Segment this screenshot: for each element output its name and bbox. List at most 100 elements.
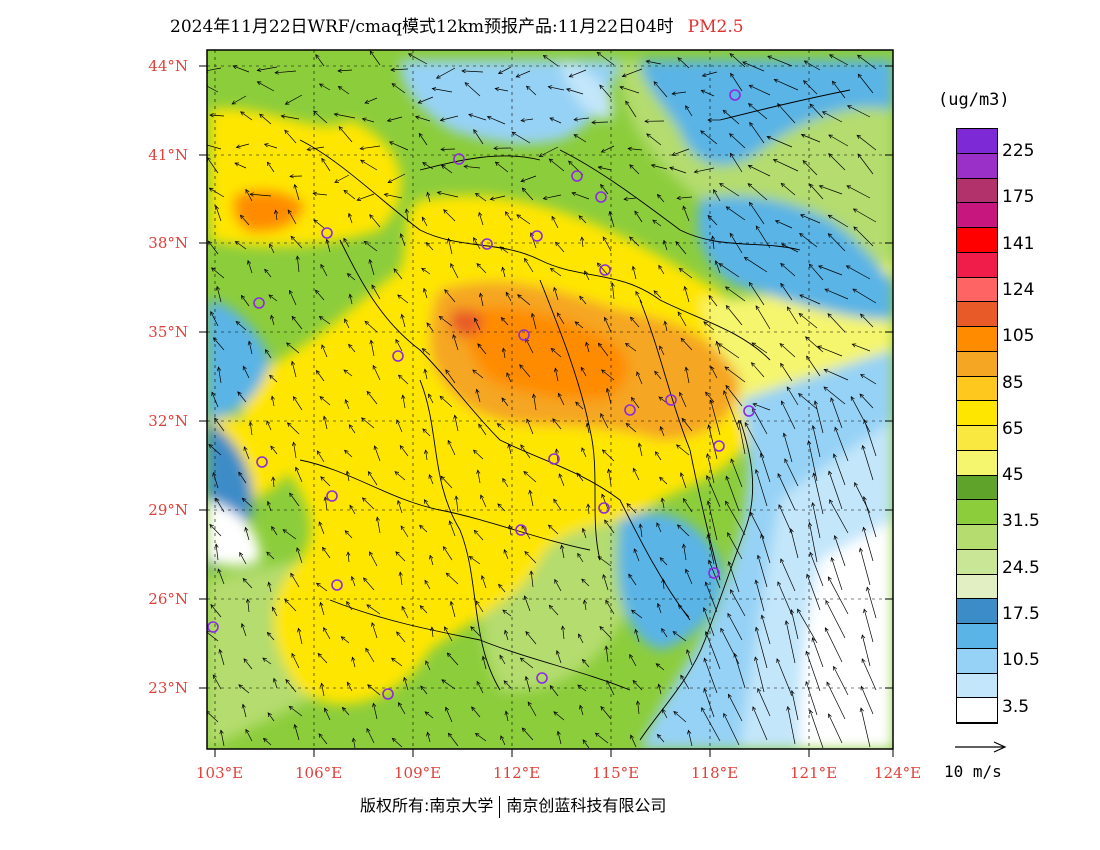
wind-vector — [313, 110, 328, 124]
wind-vector-head — [637, 442, 642, 448]
wind-vector-head — [505, 291, 510, 297]
wind-vector — [707, 215, 718, 226]
wind-vector — [798, 313, 818, 329]
wind-vector-head — [703, 657, 708, 663]
wind-vector-head — [671, 91, 677, 96]
station-marker — [598, 502, 610, 514]
wind-vector-head — [723, 712, 728, 718]
wind-vector-head — [560, 625, 566, 630]
wind-vector — [791, 690, 799, 721]
wind-vector — [671, 148, 690, 156]
wind-vector-head — [292, 395, 297, 401]
wind-vector — [273, 678, 278, 689]
wind-vector — [499, 655, 506, 665]
wind-vector-head — [599, 84, 604, 90]
wind-vector-head — [523, 470, 528, 476]
wind-vector — [319, 396, 331, 406]
wind-vector-head — [519, 657, 525, 662]
wind-vector-head — [280, 114, 286, 119]
wind-vector — [638, 443, 643, 457]
wind-vector — [832, 80, 846, 99]
wind-vector — [539, 146, 559, 157]
wind-vector-head — [597, 165, 603, 170]
wind-vector — [450, 263, 459, 279]
wind-vector-head — [656, 522, 661, 527]
station-marker — [624, 404, 636, 416]
wind-vector — [777, 103, 796, 124]
wind-vector-head — [493, 146, 498, 151]
wind-vector-head — [473, 237, 478, 242]
wind-vector — [400, 525, 409, 538]
wind-vector — [573, 134, 587, 143]
wind-vector — [860, 686, 874, 715]
wind-vector-head — [212, 471, 217, 477]
wind-vector — [418, 96, 434, 104]
wind-vector — [242, 578, 253, 589]
wind-vector — [846, 265, 871, 280]
wind-vector-head — [472, 369, 477, 374]
wind-vector-head — [632, 679, 638, 685]
wind-vector — [522, 727, 534, 741]
wind-vector — [658, 684, 662, 695]
wind-vector — [862, 445, 874, 481]
wind-vector-head — [760, 614, 765, 620]
wind-vector-head — [337, 68, 342, 73]
wind-vector-head — [426, 322, 431, 328]
wind-vector — [524, 595, 531, 612]
wind-vector-head — [606, 679, 611, 685]
wind-vector-head — [580, 366, 585, 372]
wind-vector-head — [700, 130, 705, 135]
colorbar-segment — [957, 698, 997, 723]
wind-vector — [605, 600, 615, 615]
wind-vector — [473, 129, 484, 145]
wind-vector — [548, 524, 559, 535]
wind-vector-head — [729, 232, 734, 238]
wind-vector-head — [766, 135, 772, 140]
wind-vector-head — [706, 500, 711, 505]
wind-vector-head — [317, 652, 323, 658]
wind-vector — [657, 194, 665, 203]
wind-vector-head — [676, 444, 681, 449]
wind-vector — [393, 268, 403, 280]
wind-vector-head — [863, 419, 868, 424]
wind-vector — [550, 268, 562, 277]
wind-vector — [497, 423, 506, 431]
wind-vector — [863, 419, 877, 457]
wind-vector — [781, 400, 796, 430]
wind-vector — [660, 426, 665, 437]
wind-vector-head — [659, 425, 664, 431]
wind-vector-head — [507, 524, 513, 530]
wind-vector-head — [631, 265, 636, 271]
wind-vector-head — [550, 348, 556, 353]
wind-vector — [685, 569, 693, 585]
wind-vector-head — [322, 546, 327, 552]
wind-vector-head — [827, 313, 832, 318]
wind-vector-head — [656, 733, 662, 739]
wind-vector — [775, 220, 793, 229]
wind-vector-head — [431, 87, 437, 92]
title-main: 2024年11月22日WRF/cmaq模式12km预报产品:11月22日04时 — [170, 17, 674, 37]
wind-vector-head — [421, 216, 426, 222]
wind-vector-head — [708, 295, 713, 300]
wind-vector — [755, 627, 768, 669]
wind-vector — [780, 283, 793, 301]
wind-vector — [601, 145, 615, 153]
wind-vector — [234, 162, 247, 169]
wind-vector-head — [827, 713, 832, 719]
wind-vector-head — [245, 728, 250, 734]
lat-label-23: 23°N — [148, 679, 188, 697]
wind-vector — [262, 657, 272, 665]
wind-vector — [776, 658, 793, 697]
wind-vector — [707, 534, 715, 565]
wind-vector — [498, 66, 512, 74]
wind-vector-head — [652, 219, 657, 224]
wind-vector — [561, 545, 565, 559]
wind-vector-head — [581, 527, 586, 533]
wind-vector-head — [262, 657, 267, 662]
wind-vector — [729, 53, 746, 68]
wind-vector-head — [700, 89, 706, 94]
wind-vector-head — [391, 737, 397, 743]
wind-vector-head — [521, 727, 527, 733]
wind-vector-head — [289, 492, 294, 498]
wind-vector — [516, 70, 531, 78]
